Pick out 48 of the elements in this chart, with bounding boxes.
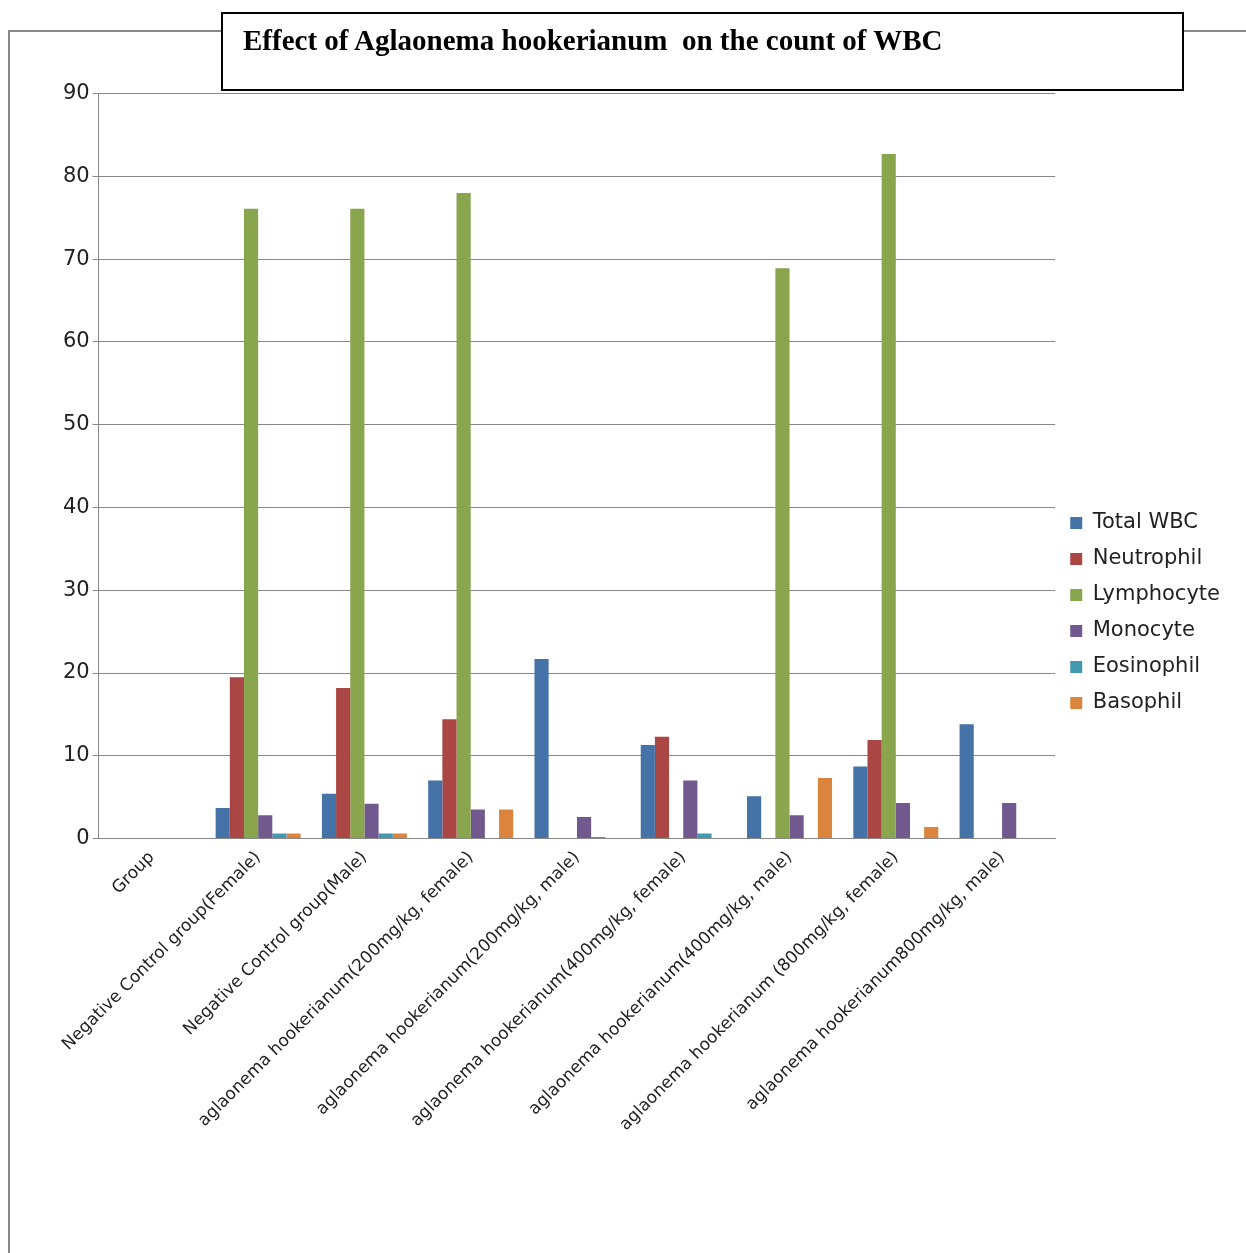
legend-label: Total WBC	[1091, 509, 1198, 534]
bar	[499, 809, 514, 839]
bar	[215, 807, 230, 839]
legend-label: Eosinophil	[1092, 653, 1201, 678]
bar	[867, 740, 882, 839]
bar	[747, 796, 762, 839]
bar	[258, 815, 273, 839]
y-tick-label: 80	[62, 162, 90, 187]
bar	[470, 809, 485, 839]
bar	[895, 802, 910, 839]
bar	[817, 778, 833, 839]
bar	[640, 745, 655, 839]
bar	[775, 268, 790, 839]
bar	[683, 780, 698, 839]
chart-title: Effect of Aglaonema hookerianum on the count of WBC	[221, 12, 1184, 91]
bar	[853, 766, 868, 839]
bar	[654, 736, 670, 839]
bar	[442, 719, 457, 839]
bar	[350, 208, 365, 839]
bar	[364, 803, 379, 839]
bar	[924, 826, 939, 839]
bar	[243, 208, 259, 839]
bar	[576, 817, 592, 839]
legend-label: Neutrophil	[1092, 545, 1203, 570]
bar	[229, 677, 244, 839]
bar	[336, 687, 351, 839]
y-tick-label: 60	[62, 328, 90, 353]
bar	[286, 833, 301, 839]
y-tick-label: 40	[62, 493, 90, 518]
y-tick-label: 0	[76, 825, 90, 849]
y-tick-label: 20	[62, 659, 90, 684]
bar	[321, 793, 337, 839]
y-tick-label: 10	[62, 742, 90, 767]
legend-label: Lymphocyte	[1092, 581, 1221, 606]
legend-label: Monocyte	[1092, 617, 1195, 642]
bar	[1002, 802, 1017, 839]
bar	[789, 815, 804, 839]
bar	[881, 154, 896, 839]
y-tick-label: 30	[62, 576, 90, 601]
bar	[697, 833, 712, 839]
bar	[534, 658, 549, 839]
bar	[959, 724, 974, 839]
y-tick-label: 70	[62, 245, 90, 270]
bar	[456, 192, 471, 839]
y-tick-label: 50	[62, 411, 90, 436]
y-tick-label: 90	[62, 80, 90, 105]
legend-label: Basophil	[1092, 689, 1183, 714]
bar	[428, 780, 443, 839]
